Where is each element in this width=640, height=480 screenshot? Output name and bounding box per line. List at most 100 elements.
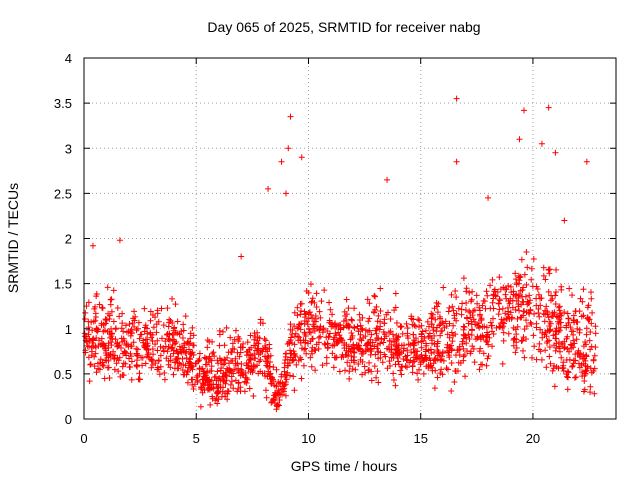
data-point <box>405 341 412 348</box>
data-point <box>461 351 468 358</box>
data-point <box>291 341 298 348</box>
data-point <box>123 342 130 349</box>
data-point <box>236 353 243 360</box>
data-point <box>409 321 416 328</box>
data-point <box>468 296 475 303</box>
data-point <box>545 104 552 111</box>
data-point <box>224 354 231 361</box>
data-point <box>533 283 540 290</box>
data-point <box>571 374 578 381</box>
data-point <box>179 367 186 374</box>
y-tick-label: 3 <box>65 141 72 156</box>
data-point <box>307 281 314 288</box>
data-point <box>377 354 384 361</box>
data-point <box>167 337 174 344</box>
data-point <box>480 350 487 357</box>
data-point <box>92 344 99 351</box>
data-point <box>393 319 400 326</box>
data-point <box>287 347 294 354</box>
data-point <box>468 321 475 328</box>
data-point <box>528 276 535 283</box>
data-point <box>142 336 149 343</box>
data-point <box>537 348 544 355</box>
data-point <box>141 305 148 312</box>
data-point <box>444 341 451 348</box>
data-point <box>491 288 498 295</box>
data-point <box>379 359 386 366</box>
data-point <box>85 318 92 325</box>
data-point <box>96 360 103 367</box>
x-tick-label: 20 <box>526 431 540 446</box>
data-point <box>382 353 389 360</box>
data-point <box>212 397 219 404</box>
data-point <box>411 358 418 365</box>
data-point <box>556 312 563 319</box>
data-point <box>546 337 553 344</box>
data-point <box>446 320 453 327</box>
data-point <box>85 343 92 350</box>
data-point <box>256 335 263 342</box>
data-point <box>313 303 320 310</box>
data-point <box>474 300 481 307</box>
data-point <box>536 340 543 347</box>
data-point <box>172 301 179 308</box>
data-point <box>560 367 567 374</box>
data-point <box>335 322 342 329</box>
data-point <box>93 369 100 376</box>
data-point <box>545 314 552 321</box>
data-point <box>586 337 593 344</box>
data-point <box>459 300 466 307</box>
data-point <box>309 314 316 321</box>
data-point <box>556 345 563 352</box>
data-point <box>469 343 476 350</box>
data-point <box>546 327 553 334</box>
data-point <box>507 283 514 290</box>
data-point <box>410 359 417 366</box>
data-point <box>574 325 581 332</box>
data-point <box>343 323 350 330</box>
data-point <box>362 333 369 340</box>
data-point <box>345 352 352 359</box>
data-point <box>460 323 467 330</box>
data-point <box>477 312 484 319</box>
data-point <box>509 297 516 304</box>
data-point <box>167 353 174 360</box>
data-point <box>304 340 311 347</box>
data-point <box>298 375 305 382</box>
data-point <box>217 357 224 364</box>
data-point <box>114 340 121 347</box>
data-point <box>93 325 100 332</box>
data-point <box>197 403 204 410</box>
data-point <box>308 348 315 355</box>
data-point <box>483 362 490 369</box>
data-point <box>427 362 434 369</box>
data-point <box>128 376 135 383</box>
data-point <box>500 329 507 336</box>
data-point <box>182 362 189 369</box>
data-point <box>585 316 592 323</box>
data-point <box>178 349 185 356</box>
data-point <box>587 289 594 296</box>
data-point <box>106 328 113 335</box>
data-point <box>590 356 597 363</box>
data-point <box>373 374 380 381</box>
data-point <box>247 332 254 339</box>
data-point <box>152 341 159 348</box>
data-point <box>427 357 434 364</box>
data-point <box>372 293 379 300</box>
data-point <box>297 311 304 318</box>
data-point <box>428 321 435 328</box>
data-point <box>451 312 458 319</box>
data-point <box>337 335 344 342</box>
data-point <box>352 366 359 373</box>
data-point <box>521 326 528 333</box>
data-point <box>287 321 294 328</box>
data-point <box>373 330 380 337</box>
data-point <box>227 368 234 375</box>
data-point <box>466 289 473 296</box>
data-point <box>294 312 301 319</box>
data-point <box>434 309 441 316</box>
data-point <box>386 329 393 336</box>
data-point <box>437 370 444 377</box>
data-point <box>356 336 363 343</box>
